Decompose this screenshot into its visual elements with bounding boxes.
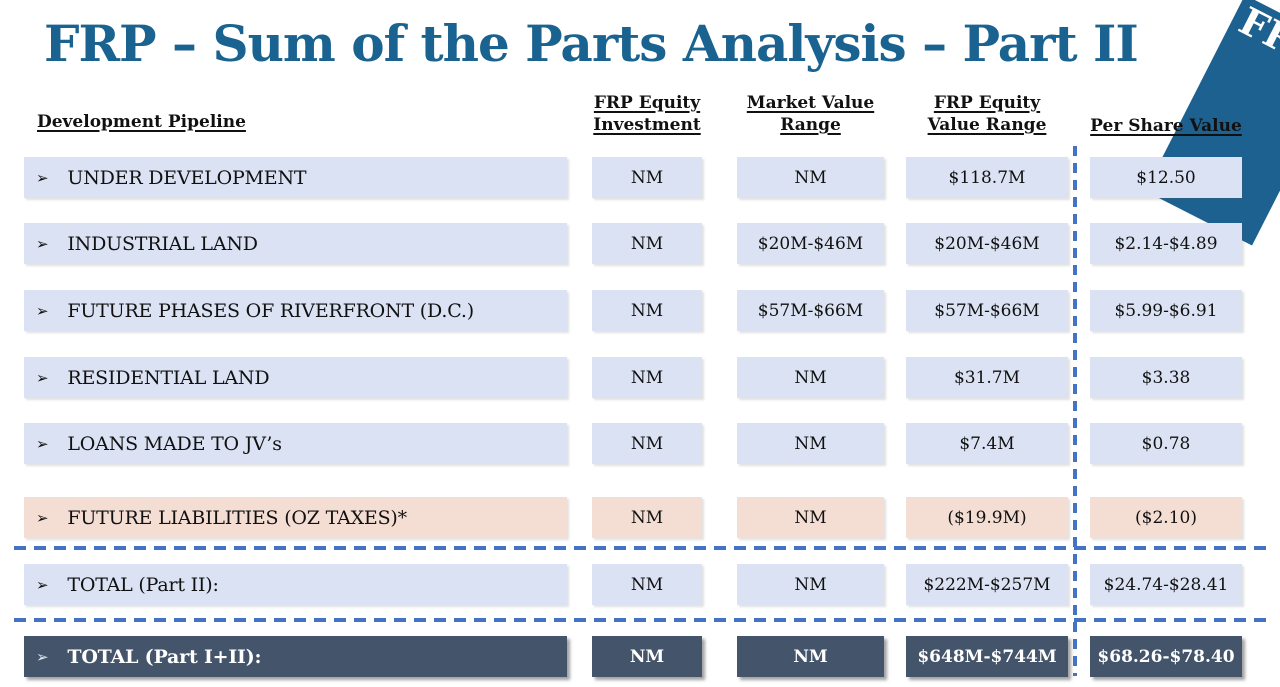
page-title: FRP – Sum of the Parts Analysis – Part I…: [44, 14, 1139, 73]
value-cell: $222M-$257M: [906, 564, 1068, 605]
column-header-development-pipeline: Development Pipeline: [37, 112, 246, 132]
arrow-bullet-icon: ➢: [36, 301, 49, 320]
row-label: LOANS MADE TO JV’s: [67, 432, 282, 455]
table-row-under-development: ➢ UNDER DEVELOPMENT NM NM $118.7M $12.50: [0, 157, 1280, 198]
value-cell: $20M-$46M: [906, 223, 1068, 264]
value-cell: $648M-$744M: [906, 636, 1068, 677]
column-header-frp-equity-value-range: FRP Equity Value Range: [906, 92, 1068, 136]
row-label-cell: ➢ TOTAL (Part II):: [24, 564, 567, 605]
row-label: UNDER DEVELOPMENT: [67, 166, 307, 189]
table-row-total-part-1-and-2: ➢ TOTAL (Part I+II): NM NM $648M-$744M $…: [0, 636, 1280, 677]
value-cell: NM: [592, 157, 702, 198]
value-cell: NM: [592, 223, 702, 264]
header-line: Per Share Value: [1090, 116, 1242, 136]
column-header-frp-equity-investment: FRP Equity Investment: [592, 92, 702, 136]
value-cell: NM: [592, 564, 702, 605]
row-label-cell: ➢ LOANS MADE TO JV’s: [24, 423, 567, 464]
row-label-cell: ➢ RESIDENTIAL LAND: [24, 357, 567, 398]
value-cell: ($19.9M): [906, 497, 1068, 538]
arrow-bullet-icon: ➢: [36, 368, 49, 387]
arrow-bullet-icon: ➢: [36, 575, 49, 594]
header-line: Investment: [593, 115, 701, 135]
header-line: Market Value: [746, 93, 875, 113]
table-row-future-liabilities-oz-taxes: ➢ FUTURE LIABILITIES (OZ TAXES)* NM NM (…: [0, 497, 1280, 538]
row-label-cell: ➢ TOTAL (Part I+II):: [24, 636, 567, 677]
header-line: FRP Equity: [933, 93, 1041, 113]
value-cell: NM: [592, 290, 702, 331]
value-cell: $68.26-$78.40: [1090, 636, 1242, 677]
arrow-bullet-icon: ➢: [36, 434, 49, 453]
value-cell: $57M-$66M: [737, 290, 884, 331]
value-cell: $2.14-$4.89: [1090, 223, 1242, 264]
value-cell: NM: [592, 357, 702, 398]
dashed-divider-line: [14, 546, 1268, 550]
dashed-vertical-divider-line: [1073, 146, 1077, 676]
value-cell: ($2.10): [1090, 497, 1242, 538]
row-label: RESIDENTIAL LAND: [67, 366, 270, 389]
value-cell: NM: [737, 636, 884, 677]
value-cell: NM: [737, 497, 884, 538]
row-label: FUTURE PHASES OF RIVERFRONT (D.C.): [67, 299, 474, 322]
value-cell: $12.50: [1090, 157, 1242, 198]
value-cell: $118.7M: [906, 157, 1068, 198]
table-row-industrial-land: ➢ INDUSTRIAL LAND NM $20M-$46M $20M-$46M…: [0, 223, 1280, 264]
arrow-bullet-icon: ➢: [36, 508, 49, 527]
value-cell: $24.74-$28.41: [1090, 564, 1242, 605]
arrow-bullet-icon: ➢: [36, 234, 49, 253]
row-label-cell: ➢ FUTURE PHASES OF RIVERFRONT (D.C.): [24, 290, 567, 331]
value-cell: NM: [737, 157, 884, 198]
value-cell: NM: [592, 423, 702, 464]
header-line: Range: [780, 115, 841, 135]
column-header-per-share-value: Per Share Value: [1090, 115, 1242, 137]
table-row-future-phases-riverfront: ➢ FUTURE PHASES OF RIVERFRONT (D.C.) NM …: [0, 290, 1280, 331]
arrow-bullet-icon: ➢: [36, 647, 49, 666]
value-cell: $5.99-$6.91: [1090, 290, 1242, 331]
value-cell: NM: [592, 497, 702, 538]
value-cell: $0.78: [1090, 423, 1242, 464]
value-cell: $57M-$66M: [906, 290, 1068, 331]
row-label-cell: ➢ UNDER DEVELOPMENT: [24, 157, 567, 198]
row-label-cell: ➢ FUTURE LIABILITIES (OZ TAXES)*: [24, 497, 567, 538]
row-label: TOTAL (Part II):: [67, 573, 219, 596]
value-cell: $7.4M: [906, 423, 1068, 464]
row-label-cell: ➢ INDUSTRIAL LAND: [24, 223, 567, 264]
header-line: Value Range: [927, 115, 1047, 135]
value-cell: NM: [737, 357, 884, 398]
arrow-bullet-icon: ➢: [36, 168, 49, 187]
table-row-loans-made-to-jvs: ➢ LOANS MADE TO JV’s NM NM $7.4M $0.78: [0, 423, 1280, 464]
value-cell: NM: [737, 423, 884, 464]
value-cell: NM: [737, 564, 884, 605]
column-header-market-value-range: Market Value Range: [737, 92, 884, 136]
dashed-divider-line: [14, 618, 1268, 622]
value-cell: $31.7M: [906, 357, 1068, 398]
table-row-total-part-2: ➢ TOTAL (Part II): NM NM $222M-$257M $24…: [0, 564, 1280, 605]
row-label: TOTAL (Part I+II):: [67, 645, 262, 668]
value-cell: NM: [592, 636, 702, 677]
value-cell: $3.38: [1090, 357, 1242, 398]
value-cell: $20M-$46M: [737, 223, 884, 264]
table-row-residential-land: ➢ RESIDENTIAL LAND NM NM $31.7M $3.38: [0, 357, 1280, 398]
header-line: FRP Equity: [593, 93, 701, 113]
row-label: INDUSTRIAL LAND: [67, 232, 258, 255]
row-label: FUTURE LIABILITIES (OZ TAXES)*: [67, 506, 407, 529]
logo-letters: FR: [1232, 0, 1280, 65]
